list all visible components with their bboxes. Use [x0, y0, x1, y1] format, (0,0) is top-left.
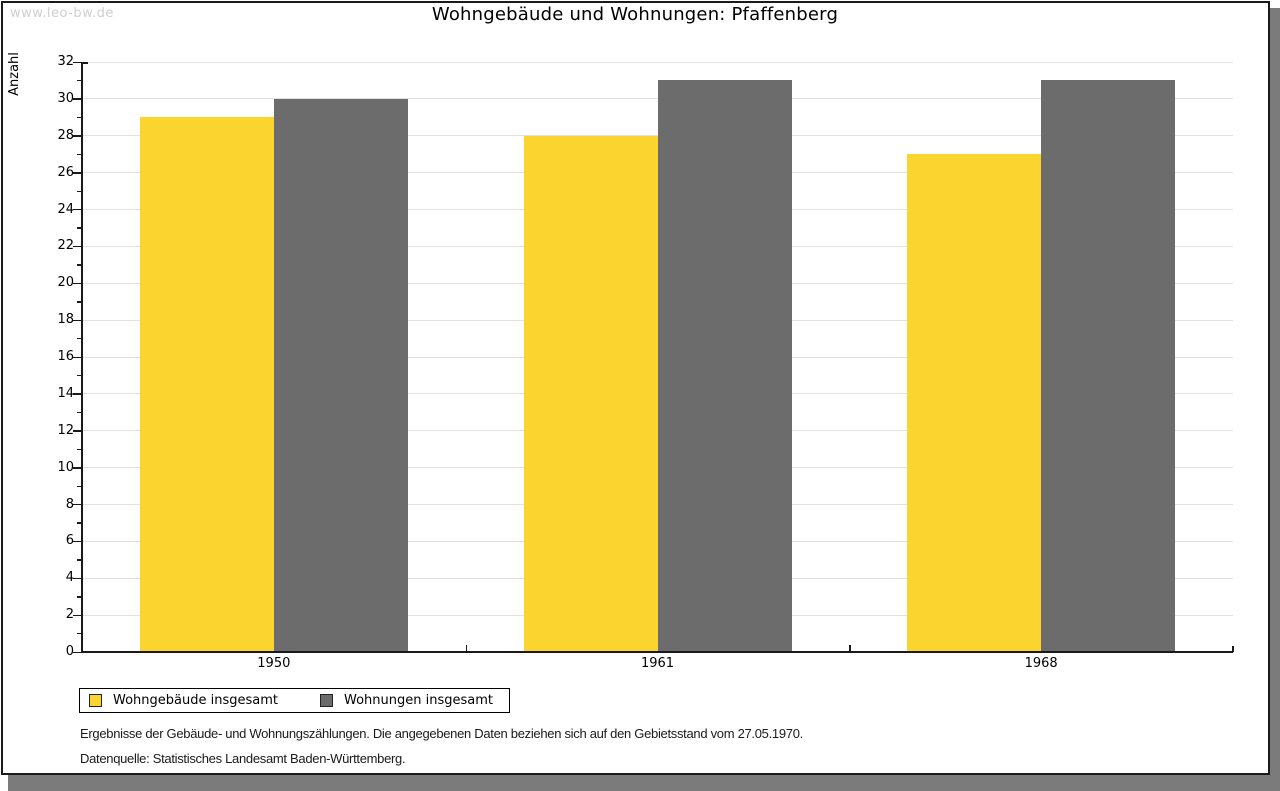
y-tick-label-14: 14 — [57, 385, 74, 401]
y-minor-tick-7 — [77, 522, 82, 524]
y-major-tick-6 — [73, 540, 82, 543]
x-tick-label-1968: 1968 — [1024, 656, 1058, 671]
legend-swatch-wohngeb-ude-insgesamt — [89, 694, 102, 707]
y-tick-label-18: 18 — [57, 312, 74, 328]
y-major-tick-12 — [73, 430, 82, 432]
chart-title: Wohngebäude und Wohnungen: Pfaffenberg — [431, 4, 839, 25]
y-tick-label-2: 2 — [65, 607, 74, 623]
y-minor-tick-19 — [77, 301, 82, 303]
y-major-tick-0 — [73, 651, 82, 653]
y-tick-label-30: 30 — [57, 90, 74, 106]
y-tick-label-26: 26 — [57, 164, 74, 180]
y-major-tick-22 — [73, 245, 82, 248]
y-minor-tick-5 — [77, 559, 82, 561]
y-minor-tick-17 — [77, 338, 82, 340]
legend-swatch-wohnungen-insgesamt — [320, 694, 333, 707]
y-minor-tick-9 — [77, 485, 82, 487]
y-tick-label-8: 8 — [65, 496, 74, 512]
y-minor-tick-31 — [77, 79, 82, 82]
y-major-tick-16 — [73, 356, 82, 358]
y-tick-label-32: 32 — [57, 54, 74, 69]
y-major-tick-14 — [73, 393, 82, 395]
y-tick-label-20: 20 — [57, 275, 74, 291]
legend-item-wohnungen-insgesamt: Wohnungen insgesamt — [320, 693, 493, 708]
y-axis-line — [81, 62, 83, 653]
y-tick-label-12: 12 — [57, 422, 74, 438]
y-tick-label-6: 6 — [65, 533, 74, 549]
y-axis-title: Anzahl — [7, 52, 22, 96]
y-minor-tick-13 — [77, 411, 82, 414]
x-tick-label-1961: 1961 — [640, 656, 675, 671]
y-minor-tick-11 — [77, 448, 82, 451]
bar-wohngeb-ude-insgesamt-1961 — [523, 135, 658, 652]
legend-item-wohngeb-ude-insgesamt: Wohngebäude insgesamt — [89, 693, 278, 708]
y-major-tick-10 — [73, 467, 82, 469]
y-minor-tick-1 — [77, 633, 82, 635]
y-major-tick-2 — [73, 614, 82, 617]
legend-label-wohnungen-insgesamt: Wohnungen insgesamt — [344, 693, 493, 708]
bar-wohnungen-insgesamt-1961 — [657, 80, 792, 652]
gridline-32 — [82, 61, 1233, 63]
y-major-tick-26 — [73, 172, 82, 174]
y-major-tick-18 — [73, 319, 82, 322]
y-tick-label-4: 4 — [65, 570, 74, 586]
y-tick-label-28: 28 — [57, 127, 74, 143]
watermark: www.leo-bw.de — [10, 6, 114, 21]
bar-wohngeb-ude-insgesamt-1968 — [907, 154, 1042, 652]
x-boundary-tick-2 — [849, 645, 851, 651]
y-major-tick-28 — [73, 135, 82, 137]
y-minor-tick-25 — [77, 190, 82, 192]
y-major-tick-4 — [73, 577, 82, 580]
bar-wohngeb-ude-insgesamt-1950 — [139, 117, 274, 652]
y-major-tick-8 — [73, 504, 82, 506]
y-minor-tick-27 — [77, 153, 82, 156]
legend-label-wohngeb-ude-insgesamt: Wohngebäude insgesamt — [113, 693, 278, 708]
y-major-tick-20 — [73, 282, 82, 285]
y-minor-tick-29 — [77, 116, 82, 119]
y-minor-tick-3 — [77, 596, 82, 598]
y-minor-tick-23 — [77, 227, 82, 229]
bar-wohnungen-insgesamt-1968 — [1041, 80, 1176, 652]
y-tick-label-16: 16 — [57, 349, 74, 364]
y-major-tick-24 — [73, 209, 82, 211]
x-axis-line — [81, 651, 1233, 653]
footnote-line-2: Datenquelle: Statistisches Landesamt Bad… — [80, 751, 406, 766]
y-minor-tick-15 — [77, 374, 82, 377]
x-boundary-tick-1 — [465, 645, 468, 651]
y-tick-label-22: 22 — [57, 238, 74, 254]
y-major-tick-30 — [73, 98, 82, 100]
bar-wohnungen-insgesamt-1950 — [273, 98, 408, 652]
x-axis-end-cap — [1232, 646, 1234, 652]
legend: Wohngebäude insgesamt Wohnungen insgesamt — [79, 688, 510, 713]
footnote-line-1: Ergebnisse der Gebäude- und Wohnungszähl… — [80, 726, 803, 741]
x-tick-label-1950: 1950 — [257, 656, 291, 671]
y-minor-tick-21 — [77, 264, 82, 266]
y-major-tick-32 — [73, 61, 82, 63]
y-tick-label-24: 24 — [57, 201, 74, 217]
y-tick-label-0: 0 — [65, 644, 74, 659]
y-tick-label-10: 10 — [57, 459, 74, 475]
y-axis-top-cap — [82, 62, 88, 64]
